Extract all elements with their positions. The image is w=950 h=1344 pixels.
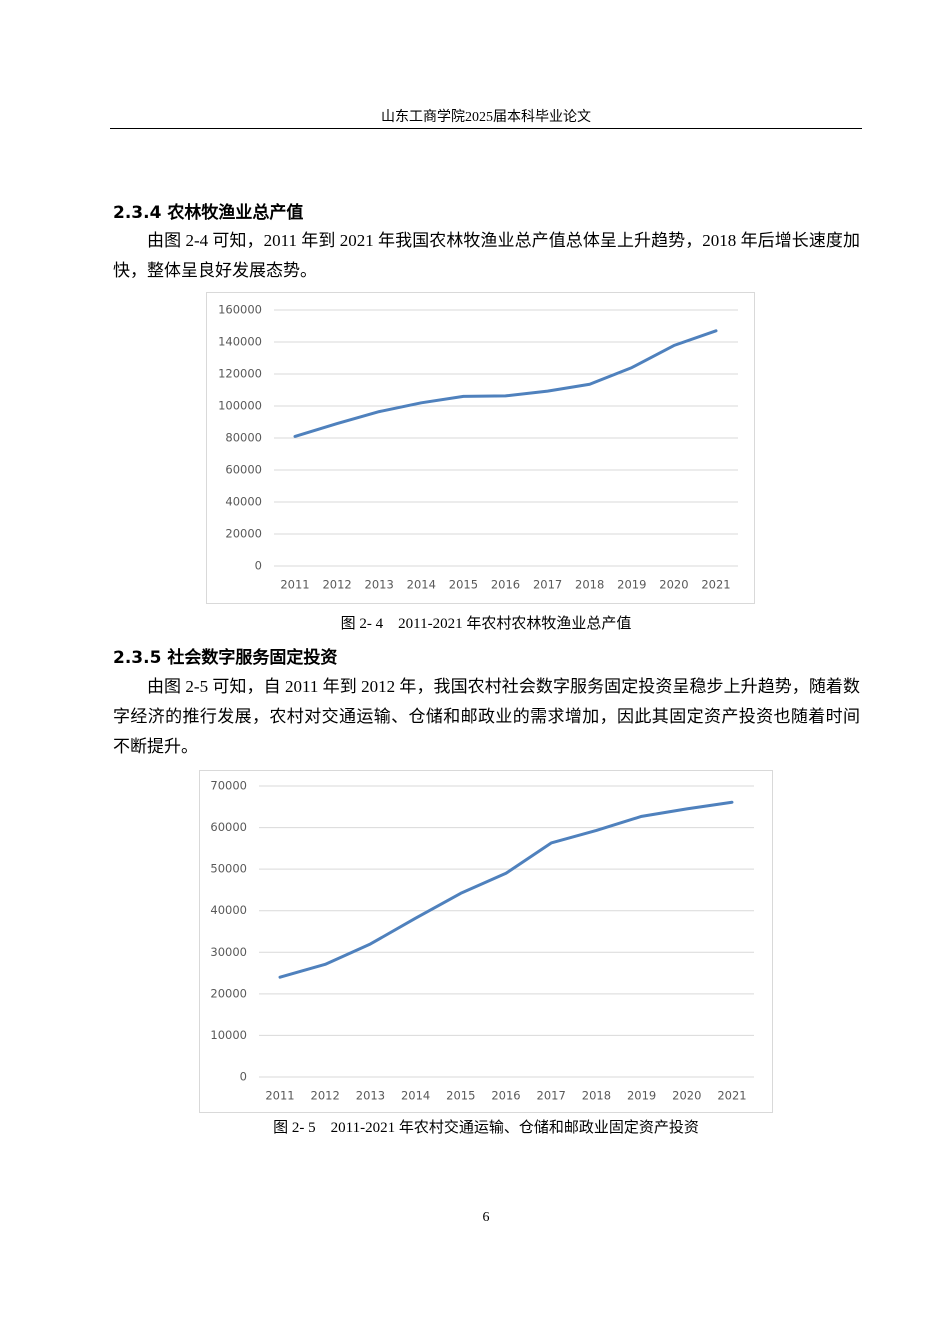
y-tick-label: 40000: [210, 903, 247, 917]
y-tick-label: 140000: [218, 335, 262, 349]
x-tick-label: 2015: [446, 1089, 475, 1103]
chart-frame: [199, 770, 773, 1113]
x-tick-label: 2011: [265, 1089, 294, 1103]
chart-frame: [206, 292, 755, 604]
x-tick-label: 2020: [659, 578, 688, 592]
y-tick-label: 0: [255, 559, 262, 573]
y-tick-label: 70000: [210, 779, 247, 793]
x-tick-label: 2013: [356, 1089, 385, 1103]
data-line: [293, 329, 718, 438]
header-rule: [110, 128, 862, 129]
y-tick-label: 50000: [210, 862, 247, 876]
y-tick-label: 80000: [225, 431, 262, 445]
paragraph: 由图 2-4 可知，2011 年到 2021 年我国农林牧渔业总产值总体呈上升趋…: [113, 231, 860, 280]
page-header: 山东工商学院2025届本科毕业论文: [381, 110, 591, 125]
x-tick-label: 2018: [575, 578, 604, 592]
y-tick-label: 20000: [225, 527, 262, 541]
x-tick-label: 2012: [322, 578, 351, 592]
x-tick-label: 2019: [627, 1089, 656, 1103]
paragraph: 由图 2-5 可知，自 2011 年到 2012 年，我国农村社会数字服务固定投…: [113, 677, 860, 756]
x-tick-label: 2019: [617, 578, 646, 592]
y-tick-label: 20000: [210, 986, 247, 1000]
page-number: 6: [482, 1210, 490, 1225]
section-heading: 2.3.5 社会数字服务固定投资: [113, 648, 338, 668]
y-tick-label: 30000: [210, 945, 247, 959]
x-tick-label: 2017: [533, 578, 562, 592]
y-tick-label: 160000: [218, 303, 262, 317]
x-tick-label: 2011: [280, 578, 309, 592]
x-tick-label: 2016: [491, 578, 520, 592]
x-tick-label: 2015: [449, 578, 478, 592]
y-tick-label: 40000: [225, 495, 262, 509]
x-tick-label: 2018: [582, 1089, 611, 1103]
figure-caption: 图 2- 4 2011-2021 年农村农林牧渔业总产值: [340, 616, 632, 632]
y-tick-label: 10000: [210, 1028, 247, 1042]
x-tick-label: 2020: [672, 1089, 701, 1103]
chart: 0 10000 20000 30000 40000 50000 60000 70000 2011…: [199, 770, 773, 1113]
x-tick-label: 2021: [701, 578, 730, 592]
chart: 0 20000 40000 60000 80000 100000 120000 140000 1…: [206, 292, 755, 604]
data-line: [278, 800, 734, 979]
y-tick-label: 100000: [218, 399, 262, 413]
x-tick-label: 2016: [491, 1089, 520, 1103]
y-tick-label: 60000: [225, 463, 262, 477]
x-tick-label: 2017: [537, 1089, 566, 1103]
x-tick-label: 2014: [407, 578, 436, 592]
figure-caption: 图 2- 5 2011-2021 年农村交通运输、仓储和邮政业固定资产投资: [273, 1120, 699, 1136]
y-tick-label: 60000: [210, 820, 247, 834]
x-tick-label: 2013: [365, 578, 394, 592]
section-heading: 2.3.4 农林牧渔业总产值: [113, 203, 304, 223]
x-tick-label: 2021: [717, 1089, 746, 1103]
y-tick-label: 0: [240, 1070, 247, 1084]
x-tick-label: 2012: [311, 1089, 340, 1103]
x-tick-label: 2014: [401, 1089, 430, 1103]
y-tick-label: 120000: [218, 367, 262, 381]
